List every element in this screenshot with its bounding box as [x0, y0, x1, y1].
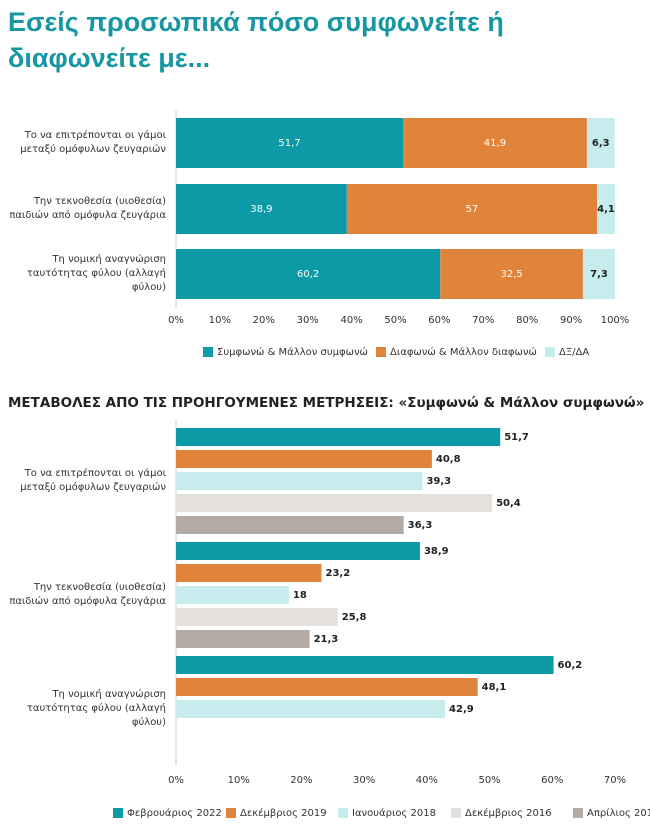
value-label: 6,3 [592, 138, 610, 149]
value-label: 18 [293, 590, 307, 601]
x-tick-label: 0% [168, 775, 184, 786]
bar [176, 564, 322, 582]
bar [176, 700, 446, 718]
bar [176, 118, 403, 168]
value-label: 32,5 [500, 269, 522, 280]
legend-swatch [226, 808, 236, 818]
bar [176, 450, 432, 468]
legend-swatch [338, 808, 348, 818]
bar [176, 586, 289, 604]
bar [586, 118, 615, 168]
legend-swatch [376, 347, 386, 357]
bar [176, 608, 338, 626]
value-label: 38,9 [424, 546, 449, 557]
bar [176, 656, 554, 674]
x-tick-label: 70% [604, 775, 626, 786]
value-label: 21,3 [314, 634, 339, 645]
x-tick-label: 0% [168, 315, 184, 326]
chart-title: ΜΕΤΑΒΟΛΕΣ ΑΠΟ ΤΙΣ ΠΡΟΗΓΟΥΜΕΝΕΣ ΜΕΤΡΗΣΕΙΣ… [8, 395, 644, 411]
category-label: Το να επιτρέπονται οι γάμοι μεταξύ ομόφυ… [20, 130, 166, 155]
legend-swatch [203, 347, 213, 357]
x-tick-label: 50% [384, 315, 406, 326]
x-tick-label: 50% [478, 775, 500, 786]
bar [346, 184, 598, 234]
x-tick-label: 100% [601, 315, 630, 326]
value-label: 39,3 [426, 476, 451, 487]
category-label: Τη νομική αναγνώριση ταυτότητας φύλου (α… [26, 689, 166, 728]
bar [176, 542, 420, 560]
value-label: 25,8 [342, 612, 367, 623]
x-tick-label: 10% [228, 775, 250, 786]
x-tick-label: 90% [560, 315, 582, 326]
bar [176, 428, 501, 446]
x-tick-label: 60% [541, 775, 563, 786]
bar [176, 516, 404, 534]
x-tick-label: 60% [428, 315, 450, 326]
legend-swatch [545, 347, 555, 357]
bar [582, 249, 615, 299]
legend-swatch [573, 808, 583, 818]
bar [440, 249, 583, 299]
x-tick-label: 40% [416, 775, 438, 786]
value-label: 51,7 [278, 138, 300, 149]
value-label: 60,2 [558, 660, 583, 671]
category-label: Την τεκνοθεσία (υιοθεσία) παιδιών από ομ… [9, 582, 166, 607]
x-tick-label: 30% [297, 315, 319, 326]
value-label: 23,2 [325, 568, 350, 579]
legend-label: Φεβρουάριος 2022 [127, 807, 222, 819]
legend-label: Δεκέμβριος 2016 [465, 807, 552, 819]
x-tick-label: 10% [209, 315, 231, 326]
bar [176, 678, 478, 696]
page-title: Εσείς προσωπικά πόσο συμφωνείτε ή διαφων… [8, 7, 504, 73]
value-label: 42,9 [449, 704, 474, 715]
x-tick-label: 40% [340, 315, 362, 326]
value-label: 4,1 [597, 204, 615, 215]
bar [176, 630, 310, 648]
legend-label: Δεκέμβριος 2019 [240, 807, 327, 819]
x-tick-label: 20% [290, 775, 312, 786]
value-label: 40,8 [436, 454, 461, 465]
bar [176, 184, 347, 234]
legend-label: Διαφωνώ & Μάλλον διαφωνώ [390, 346, 537, 358]
bar [176, 494, 493, 512]
value-label: 38,9 [250, 204, 272, 215]
value-label: 7,3 [590, 269, 608, 280]
legend-label: Ιανουάριος 2018 [352, 807, 436, 819]
x-tick-label: 80% [516, 315, 538, 326]
value-label: 50,4 [496, 498, 521, 509]
bar [176, 249, 441, 299]
category-label: Τη νομική αναγνώριση ταυτότητας φύλου (α… [26, 254, 166, 293]
x-tick-label: 70% [472, 315, 494, 326]
category-label: Την τεκνοθεσία (υιοθεσία) παιδιών από ομ… [9, 196, 166, 221]
value-label: 48,1 [482, 682, 507, 693]
value-label: 41,9 [484, 138, 506, 149]
bar [176, 472, 423, 490]
value-label: 51,7 [504, 432, 529, 443]
legend-swatch [113, 808, 123, 818]
value-label: 36,3 [408, 520, 433, 531]
legend-label: Συμφωνώ & Μάλλον συμφωνώ [217, 346, 368, 358]
bar [597, 184, 615, 234]
value-label: 60,2 [297, 269, 319, 280]
legend-label: Απρίλιος 2015 [587, 807, 650, 819]
legend-label: ΔΞ/ΔΑ [559, 347, 589, 358]
x-tick-label: 30% [353, 775, 375, 786]
category-label: Το να επιτρέπονται οι γάμοι μεταξύ ομόφυ… [20, 468, 166, 493]
value-label: 57 [466, 204, 479, 215]
x-tick-label: 20% [253, 315, 275, 326]
legend-swatch [451, 808, 461, 818]
bar [402, 118, 587, 168]
